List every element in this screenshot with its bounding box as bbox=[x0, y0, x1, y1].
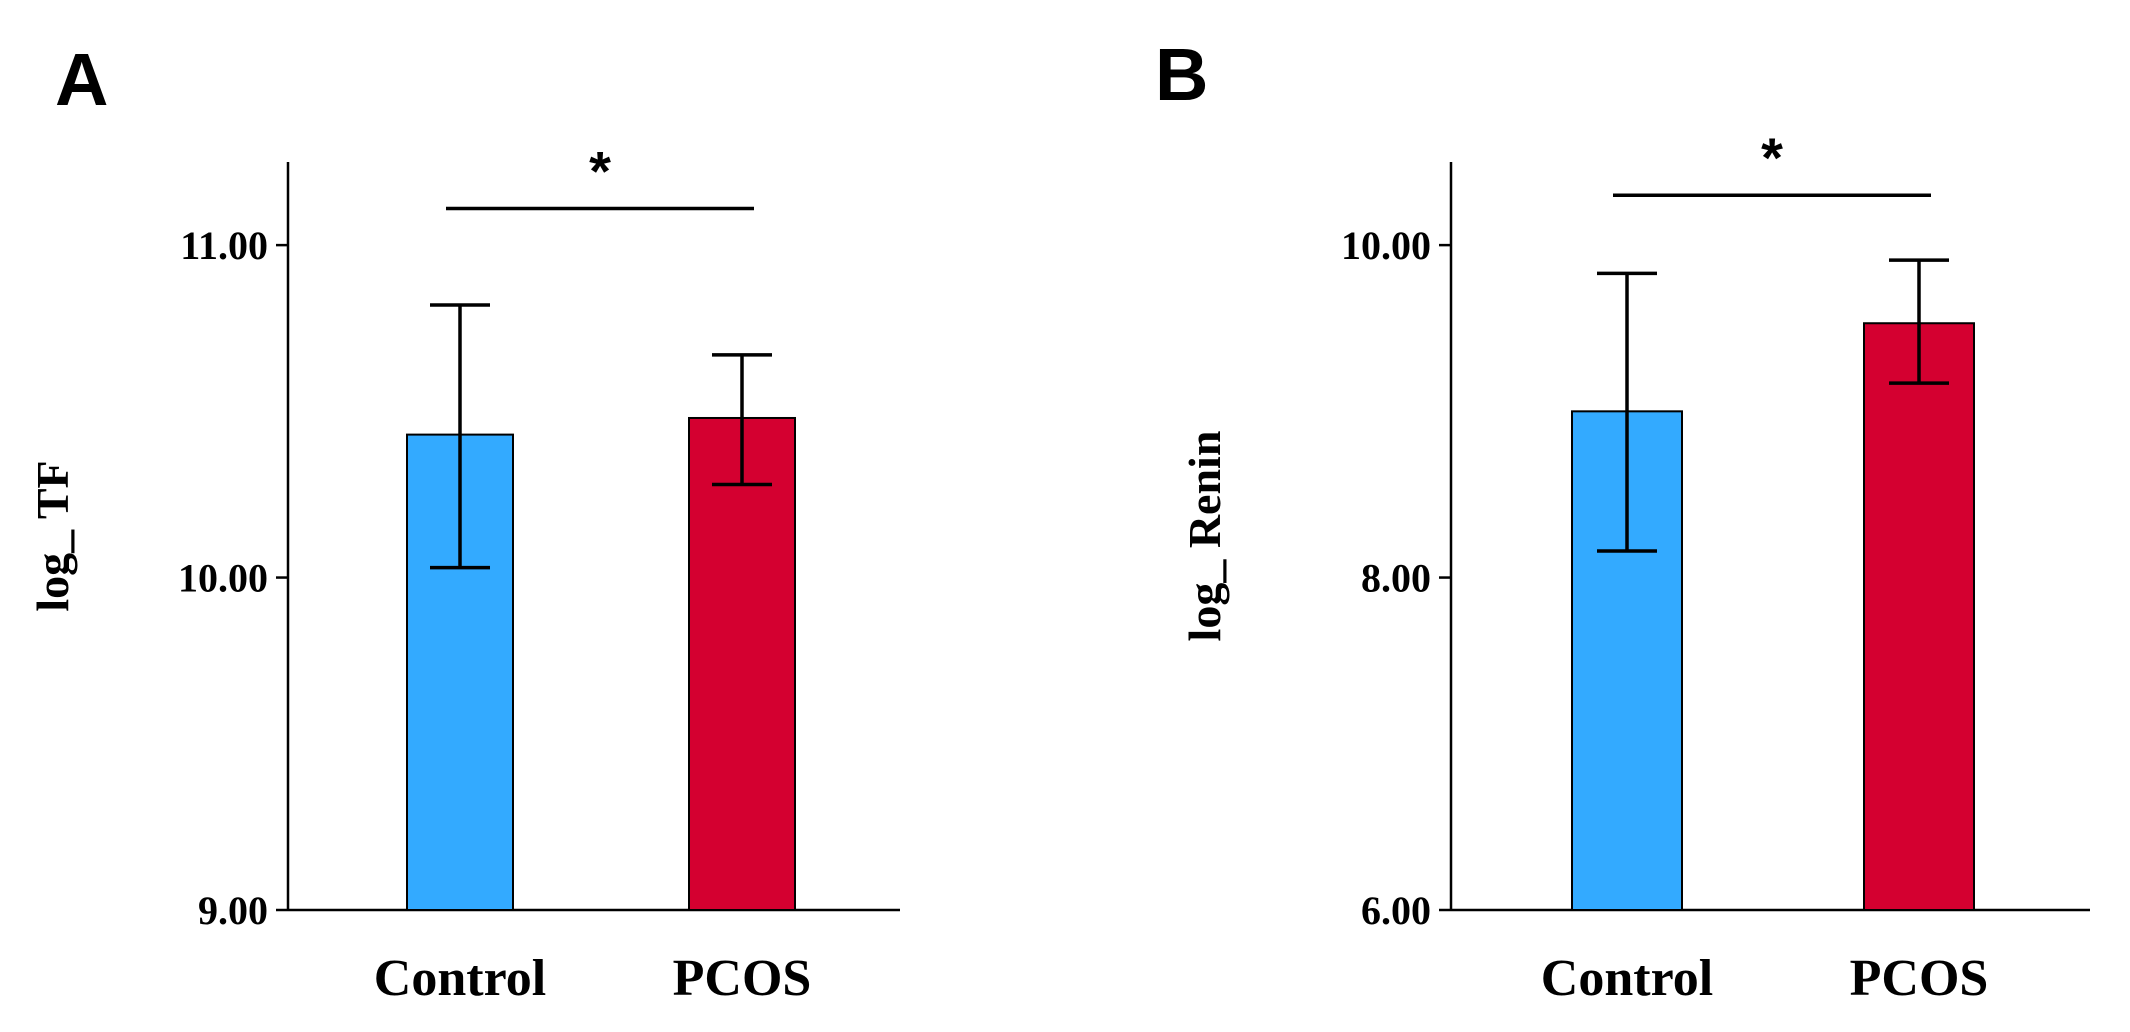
bar-pcos bbox=[688, 416, 796, 911]
significance-star: * bbox=[589, 140, 611, 203]
y-tick-label: 6.00 bbox=[1361, 888, 1431, 933]
panel-letter: B bbox=[1155, 33, 1208, 116]
x-category-label: PCOS bbox=[673, 950, 812, 1007]
significance-star: * bbox=[1761, 126, 1783, 189]
y-tick-label: 10.00 bbox=[1341, 223, 1431, 268]
panel-letter: A bbox=[55, 38, 108, 121]
y-axis-title: log_ Renin bbox=[1179, 431, 1230, 642]
x-category-label: Control bbox=[374, 950, 546, 1007]
y-tick-label: 8.00 bbox=[1361, 556, 1431, 601]
x-category-label: Control bbox=[1541, 950, 1713, 1007]
panel-a: A 9.00 10.00 11.00 log_ TF Control PCOS * bbox=[27, 38, 900, 1007]
panel-b: B 6.00 8.00 10.00 log_ Renin Control PCOS * bbox=[1155, 33, 2090, 1007]
bar-pcos bbox=[1863, 322, 1975, 912]
y-axis-title: log_ TF bbox=[27, 460, 78, 611]
y-tick-label: 10.00 bbox=[178, 556, 268, 601]
x-category-label: PCOS bbox=[1850, 950, 1989, 1007]
y-tick-label: 9.00 bbox=[198, 888, 268, 933]
y-tick-label: 11.00 bbox=[180, 223, 268, 268]
